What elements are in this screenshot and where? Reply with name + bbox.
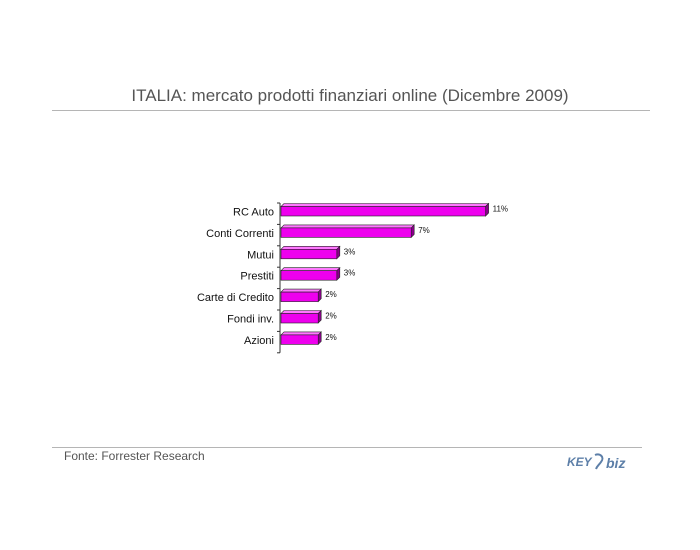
chart-title: ITALIA: mercato prodotti finanziari onli… [131,86,569,105]
footer-divider [52,447,642,448]
bar-top-face [280,246,341,250]
category-label: Carte di Credito [197,292,274,304]
bar-top-face [280,310,322,314]
bars-layer: RC Auto 11% Conti Correnti 7% Mutui 3% Prestit… [197,202,508,354]
value-label: 3% [344,247,356,256]
value-label: 2% [325,290,337,299]
title-divider [52,110,650,111]
value-label: 11% [493,205,508,214]
bar [280,227,412,238]
key4biz-logo: KEY biz [567,453,625,471]
bar-top-face [280,288,322,293]
bar-top-face [280,267,341,272]
category-label: Fondi inv. [227,314,274,326]
category-label: Prestiti [240,271,274,283]
value-label: 7% [418,226,430,235]
bar [280,270,338,281]
bar [280,249,338,260]
source-note: Fonte: Forrester Research [64,449,205,463]
svg-text:KEY: KEY [567,455,593,469]
bar [280,313,319,324]
value-label: 3% [344,269,356,278]
category-label: Azioni [244,335,274,347]
bar [280,291,319,302]
bar-top-face [280,331,322,336]
bar-top-face [280,224,415,229]
bar [280,334,319,345]
category-label: Conti Correnti [206,228,274,240]
category-label: Mutui [247,249,274,261]
bar-top-face [280,203,490,207]
value-label: 2% [325,312,337,321]
category-label: RC Auto [233,207,274,219]
svg-text:biz: biz [606,455,625,471]
value-label: 2% [325,333,337,342]
bar [280,206,486,217]
